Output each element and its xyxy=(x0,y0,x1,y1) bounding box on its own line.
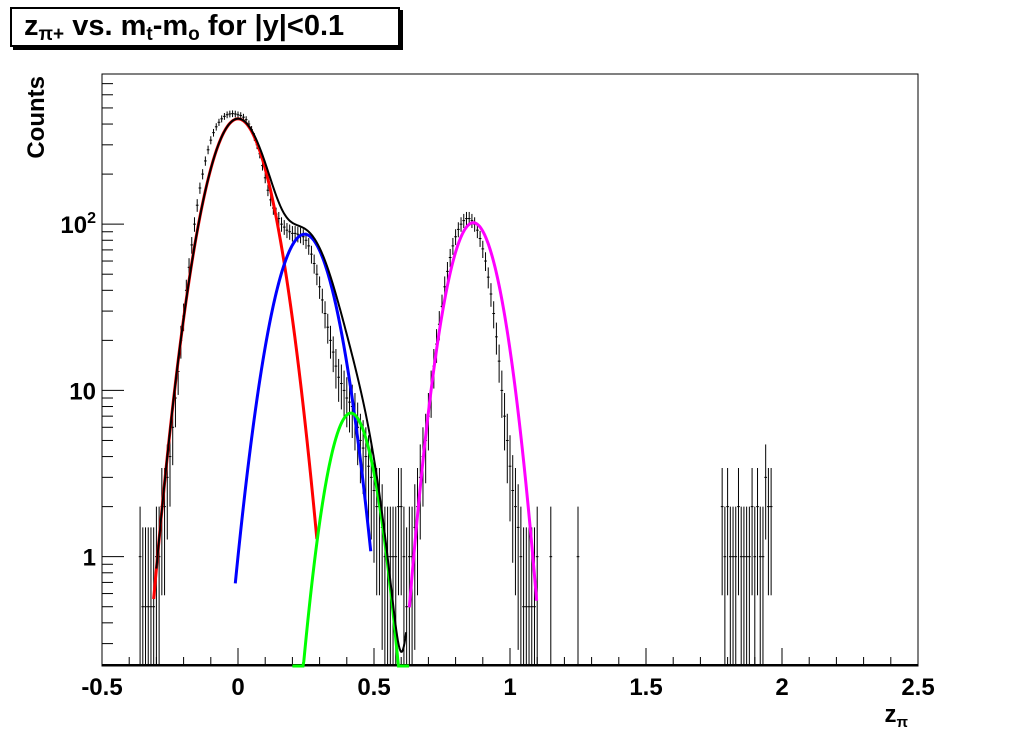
axis-ticks xyxy=(101,73,919,666)
x-tick-label: 2.5 xyxy=(901,674,934,701)
gauss-fit-4 xyxy=(407,221,539,608)
x-axis-label: zπ xyxy=(885,701,909,731)
x-tick-label: 0.5 xyxy=(357,674,390,701)
title-dash: -m xyxy=(152,10,189,42)
series-layer xyxy=(102,110,918,668)
x-tick-label: 0 xyxy=(231,674,244,701)
plot-frame xyxy=(101,73,919,667)
total-fit xyxy=(155,117,408,653)
gauss-fit-2 xyxy=(233,232,373,584)
title-mid-sub: t xyxy=(146,24,153,45)
histogram-series xyxy=(102,110,918,666)
x-tick-label: 2 xyxy=(775,674,788,701)
title-dash-sub: o xyxy=(188,24,200,45)
y-tick-label: 102 xyxy=(60,210,96,239)
x-tick-label: 1 xyxy=(503,674,516,701)
x-tick-label: 1.5 xyxy=(629,674,662,701)
y-tick-label: 1 xyxy=(83,545,96,572)
title-prefix-sub: π+ xyxy=(38,24,65,45)
title-mid: vs. m xyxy=(64,10,147,42)
title-prefix: z xyxy=(24,10,39,42)
x-tick-label: -0.5 xyxy=(81,674,122,701)
y-axis-label: Counts xyxy=(23,76,50,159)
title-suffix: for |y|<0.1 xyxy=(199,10,345,42)
axis-labels: -0.5 0 0.5 1 1.5 2 2.5 102 10 1 zπ Counts xyxy=(23,76,935,731)
chart-title: zπ+ vs. mt-mo for |y|<0.1 xyxy=(10,7,400,47)
y-tick-label: 10 xyxy=(69,378,96,405)
gauss-fit-3 xyxy=(292,411,410,668)
